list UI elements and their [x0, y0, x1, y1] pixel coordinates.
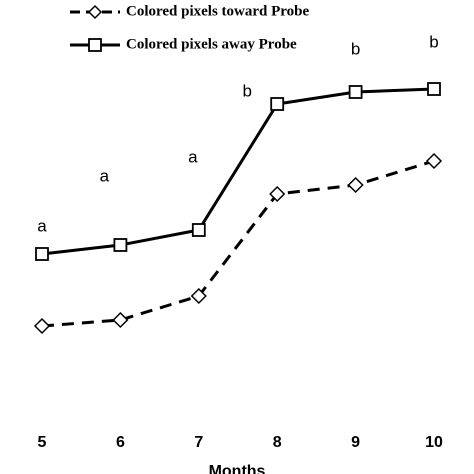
marker	[112, 311, 129, 329]
marker	[427, 82, 441, 96]
series-line	[41, 87, 435, 256]
annotation: a	[100, 166, 110, 185]
x-tick-label: 6	[116, 434, 125, 451]
x-tick-label: 10	[425, 434, 443, 451]
x-tick-label: 9	[351, 434, 360, 451]
marker	[348, 85, 363, 99]
x-tick-label: 5	[38, 434, 47, 451]
series-line	[41, 159, 435, 328]
legend-label: Colored pixels toward Probe	[126, 3, 310, 19]
marker	[270, 97, 285, 111]
marker	[33, 317, 51, 335]
marker	[347, 176, 364, 194]
x-tick-label: 8	[273, 434, 282, 451]
marker	[113, 238, 128, 252]
marker	[190, 287, 207, 305]
annotation: b	[242, 81, 251, 100]
x-tick-label: 7	[194, 434, 203, 451]
marker	[425, 152, 443, 170]
legend-marker	[88, 38, 102, 52]
marker	[35, 247, 49, 261]
marker	[191, 223, 206, 237]
annotation: b	[351, 39, 360, 58]
legend-marker	[87, 4, 103, 20]
annotation: a	[37, 216, 47, 235]
legend-label: Colored pixels away Probe	[126, 36, 297, 52]
x-axis-label: Months	[209, 463, 266, 474]
marker	[269, 185, 286, 203]
annotation: b	[429, 32, 438, 51]
annotation: a	[188, 147, 198, 166]
